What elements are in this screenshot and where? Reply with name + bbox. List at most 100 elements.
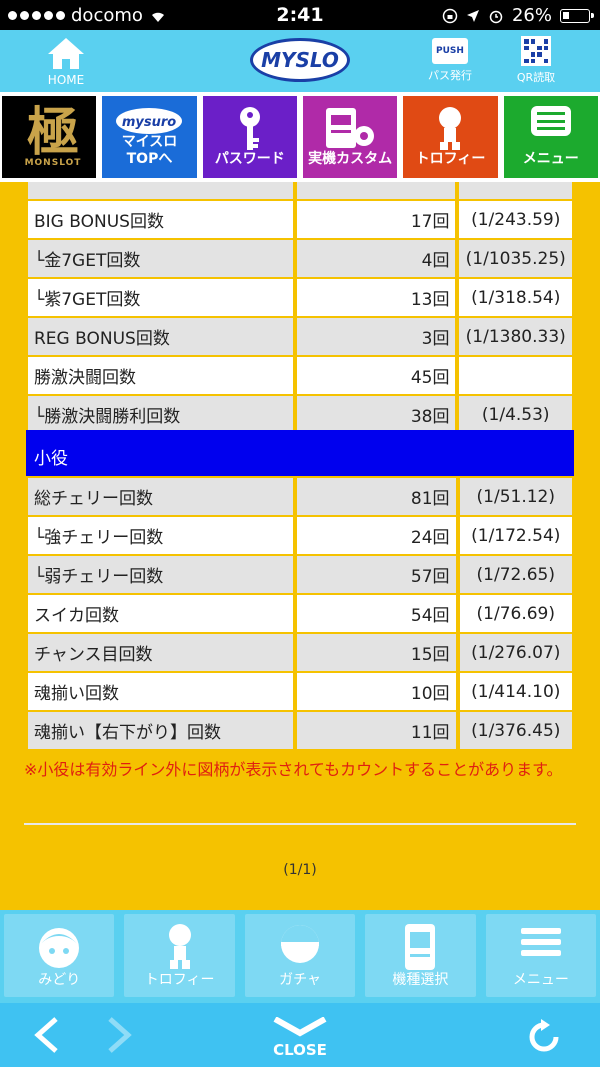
battery-icon — [560, 8, 594, 23]
gacha-capsule-icon — [281, 925, 320, 963]
row-name: REG BONUS回数 — [28, 318, 293, 355]
forward-arrow-icon[interactable] — [106, 1017, 132, 1053]
table-row: 魂揃い【右下がり】回数 11回 (1/376.45) — [28, 712, 572, 749]
row-rate: (1/318.54) — [459, 279, 572, 316]
table-row: チャンス目回数 15回 (1/276.07) — [28, 634, 572, 671]
table-row: 総チェリー回数 81回 (1/51.12) — [28, 478, 572, 515]
nav-menu[interactable]: メニュー — [485, 914, 597, 997]
menu-tile[interactable]: メニュー — [501, 94, 600, 180]
nav-midori[interactable]: みどり — [4, 914, 115, 997]
wifi-icon — [151, 12, 164, 22]
table-row: └強チェリー回数 24回 (1/172.54) — [28, 517, 572, 554]
bottom-nav: みどり トロフィー ガチャ 機種選択 メニュー — [0, 910, 600, 1003]
row-count: 38回 — [296, 396, 456, 433]
nav-trophy[interactable]: トロフィー — [124, 914, 235, 997]
row-rate: (1/76.69) — [459, 595, 572, 632]
row-rate: (1/414.10) — [459, 673, 572, 710]
close-button[interactable]: CLOSE — [260, 1016, 340, 1059]
trophy-tile[interactable]: トロフィー — [401, 94, 500, 180]
row-count: 11回 — [296, 712, 456, 749]
key-icon — [239, 107, 260, 150]
nav-trophy-label: トロフィー — [144, 972, 215, 988]
row-rate: (1/172.54) — [459, 517, 572, 554]
table-row: └勝激決闘勝利回数 38回 (1/4.53) — [28, 396, 572, 433]
signal-icon — [8, 11, 65, 20]
pass-issue-button[interactable]: PUSH パス発行 — [424, 38, 476, 83]
app-header: HOME MYSLO PUSH パス発行 QR読取 — [0, 30, 600, 92]
row-rate: (1/276.07) — [459, 634, 572, 671]
tile-menu: 極 MONSLOT mysuro マイスロ TOPへ パスワード 実機カスタム … — [0, 92, 600, 182]
row-name: └強チェリー回数 — [28, 517, 293, 554]
logo-text: MYSLO — [261, 48, 339, 72]
row-count: 4回 — [296, 240, 456, 277]
carrier-name: docomo — [71, 5, 143, 26]
row-rate: (1/4.53) — [459, 396, 572, 433]
home-button[interactable]: HOME — [36, 36, 96, 87]
row-rate: (1/1380.33) — [459, 318, 572, 355]
game-logo-tile[interactable]: 極 MONSLOT — [0, 94, 99, 180]
row-rate: (1/51.12) — [459, 478, 572, 515]
machine-gear-icon — [326, 108, 375, 148]
myslo-logo[interactable]: MYSLO — [250, 38, 350, 82]
password-tile[interactable]: パスワード — [200, 94, 299, 180]
row-name: 勝激決闘回数 — [28, 357, 293, 394]
section-header-small-roles: 小役 — [26, 430, 574, 476]
row-count: 13回 — [296, 279, 456, 316]
qr-code-icon — [521, 36, 551, 66]
location-icon — [466, 9, 479, 22]
row-rate: (1/72.65) — [459, 556, 572, 593]
table-row: └金7GET回数 4回 (1/1035.25) — [28, 240, 572, 277]
custom-tile[interactable]: 実機カスタム — [300, 94, 400, 180]
slot-machine-icon — [405, 924, 436, 970]
myslo-mini-logo-icon: mysuro — [116, 108, 183, 134]
status-bar: docomo 2:41 26% — [0, 0, 600, 30]
custom-label: 実機カスタム — [308, 151, 393, 167]
row-count: 3回 — [296, 318, 456, 355]
row-count: 10回 — [296, 673, 456, 710]
trophy-mascot-icon — [168, 924, 191, 969]
nav-gacha[interactable]: ガチャ — [244, 914, 356, 997]
trophy-mascot-icon — [439, 107, 462, 150]
close-label: CLOSE — [273, 1041, 327, 1059]
carrier-info: docomo — [8, 5, 167, 26]
table-row: 勝激決闘回数 45回 — [28, 357, 572, 394]
row-rate: (1/376.45) — [459, 712, 572, 749]
main-content: BIG BONUS回数 17回 (1/243.59) └金7GET回数 4回 (… — [0, 182, 600, 910]
count-note: ※小役は有効ライン外に図柄が表示されてもカウントすることがあります。 — [24, 760, 563, 779]
row-count: 15回 — [296, 634, 456, 671]
nav-model-select[interactable]: 機種選択 — [365, 914, 476, 997]
browser-toolbar: CLOSE — [0, 1003, 600, 1067]
row-name: スイカ回数 — [28, 595, 293, 632]
qr-read-button[interactable]: QR読取 — [508, 36, 564, 85]
home-label: HOME — [47, 73, 85, 87]
password-label: パスワード — [214, 151, 285, 167]
nav-gacha-label: ガチャ — [279, 972, 321, 988]
page-indicator: (1/1) — [283, 862, 317, 878]
row-name: └金7GET回数 — [28, 240, 293, 277]
table-row-partial — [28, 182, 572, 199]
divider — [24, 823, 576, 825]
row-count: 45回 — [296, 357, 456, 394]
status-right: 26% — [442, 5, 594, 26]
nav-midori-label: みどり — [38, 972, 81, 988]
table-row: スイカ回数 54回 (1/76.69) — [28, 595, 572, 632]
row-count: 57回 — [296, 556, 456, 593]
trophy-label: トロフィー — [415, 151, 486, 167]
mysuro-top-label-2: TOPへ — [126, 151, 173, 167]
nav-model-select-label: 機種選択 — [392, 972, 449, 988]
back-arrow-icon[interactable] — [34, 1017, 60, 1053]
svg-text:mysuro: mysuro — [122, 115, 176, 130]
small-role-table: 総チェリー回数 81回 (1/51.12) └強チェリー回数 24回 (1/17… — [24, 476, 576, 751]
game-logo-kanji: 極 — [26, 102, 79, 163]
menu-icon — [530, 106, 571, 136]
table-row: REG BONUS回数 3回 (1/1380.33) — [28, 318, 572, 355]
row-count: 17回 — [296, 201, 456, 238]
row-name: └勝激決闘勝利回数 — [28, 396, 293, 433]
row-name: └弱チェリー回数 — [28, 556, 293, 593]
refresh-icon[interactable] — [526, 1019, 562, 1055]
menu-label: メニュー — [522, 151, 579, 167]
row-count: 81回 — [296, 478, 456, 515]
mysuro-top-tile[interactable]: mysuro マイスロ TOPへ — [100, 94, 199, 180]
game-logo-sub: MONSLOT — [24, 158, 82, 168]
chevron-down-icon — [273, 1016, 327, 1037]
